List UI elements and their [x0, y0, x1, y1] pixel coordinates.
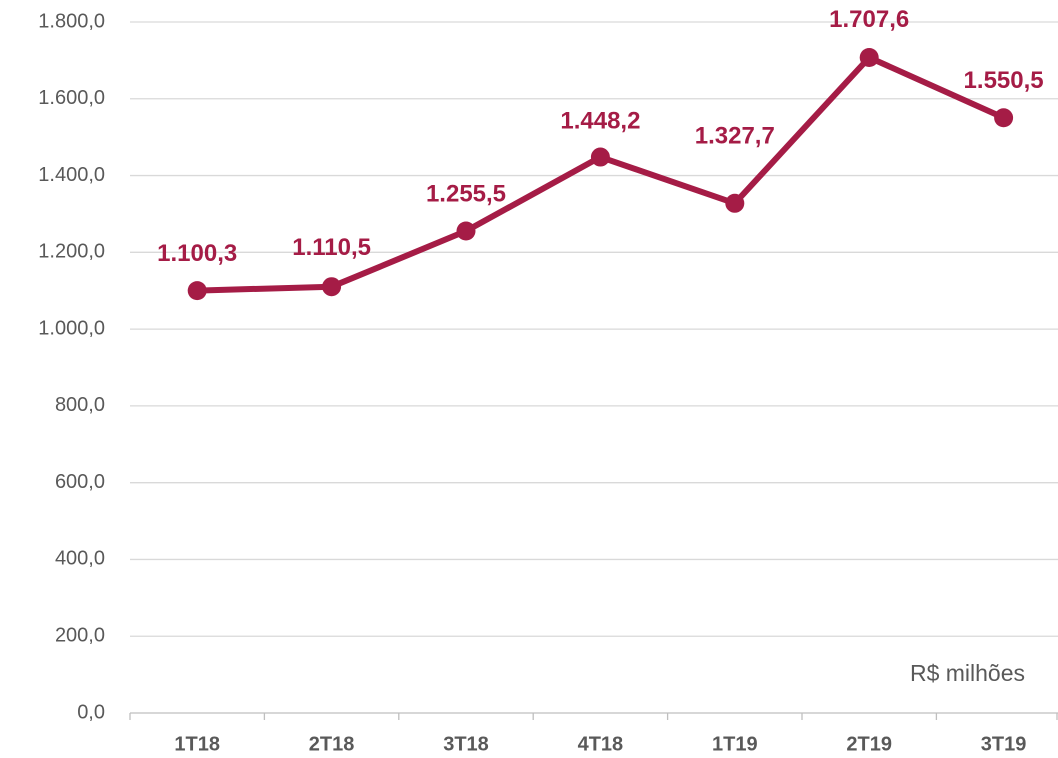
data-label: 1.707,6 — [829, 6, 909, 33]
x-tick-label: 2T19 — [846, 733, 892, 755]
point-marker — [322, 277, 342, 297]
y-tick-label: 1.200,0 — [38, 241, 105, 263]
y-tick-label: 400,0 — [55, 548, 105, 570]
point-marker — [456, 221, 476, 241]
x-tick-label: 1T18 — [174, 733, 220, 755]
data-label: 1.100,3 — [157, 240, 237, 267]
unit-annotation: R$ milhões — [910, 660, 1025, 686]
data-label: 1.448,2 — [560, 107, 640, 134]
y-tick-label: 600,0 — [55, 471, 105, 493]
point-marker — [590, 147, 610, 167]
y-tick-label: 800,0 — [55, 394, 105, 416]
y-tick-label: 200,0 — [55, 625, 105, 647]
data-label: 1.327,7 — [695, 123, 775, 150]
point-marker — [725, 193, 745, 213]
point-marker — [994, 108, 1014, 128]
x-tick-label: 4T18 — [578, 733, 624, 755]
y-tick-label: 1.600,0 — [38, 87, 105, 109]
y-tick-label: 1.400,0 — [38, 164, 105, 186]
x-tick-label: 3T18 — [443, 733, 489, 755]
data-label: 1.255,5 — [426, 180, 506, 207]
point-marker — [859, 47, 879, 67]
y-tick-label: 0,0 — [77, 701, 105, 723]
data-label: 1.550,5 — [964, 67, 1044, 94]
point-marker — [187, 281, 207, 301]
x-tick-label: 2T18 — [309, 733, 355, 755]
x-tick-label: 3T19 — [981, 733, 1027, 755]
x-tick-label: 1T19 — [712, 733, 758, 755]
y-tick-label: 1.800,0 — [38, 10, 105, 32]
data-label: 1.110,5 — [292, 234, 371, 261]
y-tick-label: 1.000,0 — [38, 317, 105, 339]
